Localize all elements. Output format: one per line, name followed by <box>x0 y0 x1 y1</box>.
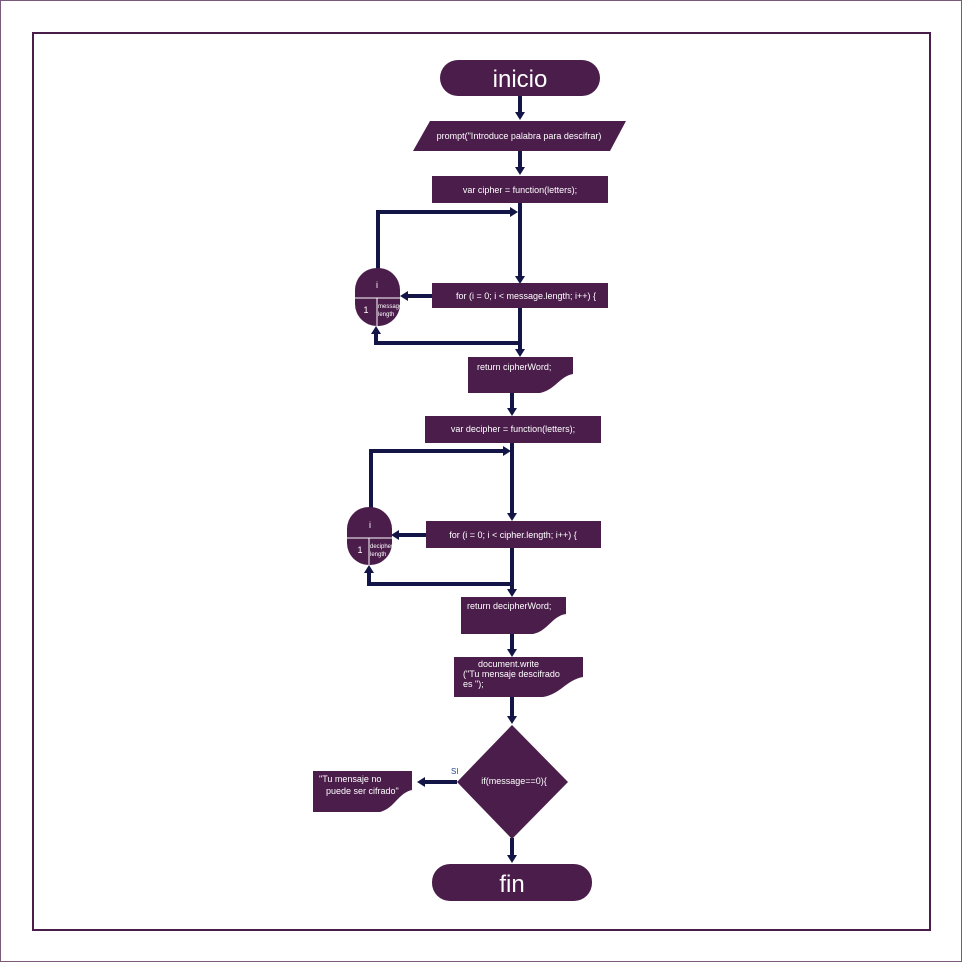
var-cipher-label: var cipher = function(letters); <box>463 185 577 195</box>
start-terminator: inicio <box>440 60 600 96</box>
end-terminator: fin <box>432 864 592 901</box>
document-write-line3: es "); <box>463 679 484 689</box>
counter-2-var: i <box>369 520 371 530</box>
end-label: fin <box>499 871 524 898</box>
decision-message-zero: if(message==0){ <box>457 725 568 839</box>
output-cannot-cipher: "Tu mensaje no puede ser cifrado" <box>313 771 412 812</box>
for-loop-1-label: for (i = 0; i < message.length; i++) { <box>456 291 596 301</box>
output-return-cipher: return cipherWord; <box>468 357 573 393</box>
decision-label: if(message==0){ <box>481 776 547 786</box>
process-for-loop-1: for (i = 0; i < message.length; i++) { <box>432 283 608 308</box>
counter-2-start: 1 <box>357 545 362 555</box>
counter-1-end-line1: message <box>378 304 403 310</box>
document-write-line1: document.write <box>478 659 539 669</box>
counter-2-end-line2: length <box>370 552 386 558</box>
document-write-line2: ("Tu mensaje descifrado <box>463 669 560 679</box>
loop-counter-2: i 1 decipher length <box>347 507 393 565</box>
input-prompt: prompt("Introduce palabra para descifrar… <box>413 121 626 151</box>
connectors <box>364 96 525 863</box>
output-return-decipher: return decipherWord; <box>461 597 566 634</box>
yes-label: SI <box>451 767 459 776</box>
output-document-write: document.write ("Tu mensaje descifrado e… <box>454 657 583 697</box>
process-var-decipher: var decipher = function(letters); <box>425 416 601 443</box>
for-loop-2-label: for (i = 0; i < cipher.length; i++) { <box>449 530 577 540</box>
counter-1-start: 1 <box>363 305 368 315</box>
counter-1-var: i <box>376 280 378 290</box>
var-decipher-label: var decipher = function(letters); <box>451 424 575 434</box>
process-var-cipher: var cipher = function(letters); <box>432 176 608 203</box>
counter-2-end-line1: decipher <box>370 544 393 550</box>
return-decipher-label: return decipherWord; <box>467 601 551 611</box>
loop-counter-1: i 1 message length <box>355 268 403 326</box>
prompt-label: prompt("Introduce palabra para descifrar… <box>437 131 602 141</box>
diagram-frame <box>32 32 931 931</box>
return-cipher-label: return cipherWord; <box>477 362 551 372</box>
cannot-cipher-line1: "Tu mensaje no <box>319 774 381 784</box>
process-for-loop-2: for (i = 0; i < cipher.length; i++) { <box>426 521 601 548</box>
start-label: inicio <box>493 66 548 93</box>
cannot-cipher-line2: puede ser cifrado" <box>326 786 399 796</box>
counter-1-end-line2: length <box>378 312 394 318</box>
